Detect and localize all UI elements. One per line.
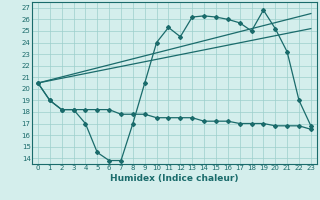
X-axis label: Humidex (Indice chaleur): Humidex (Indice chaleur) bbox=[110, 174, 239, 183]
